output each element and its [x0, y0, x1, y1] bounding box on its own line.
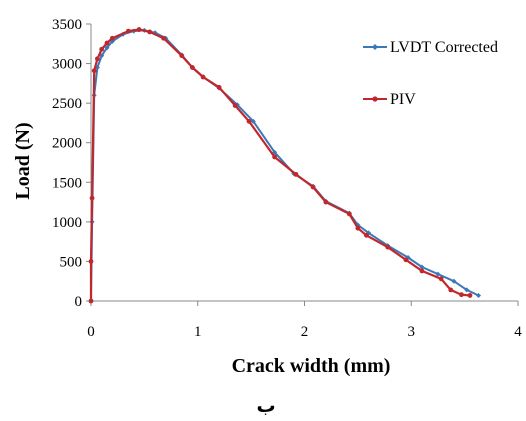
data-point-diamond	[419, 264, 425, 270]
chart-legend: LVDT Corrected PIV	[363, 39, 498, 108]
data-point-circle	[448, 287, 454, 293]
data-point-circle	[88, 298, 94, 304]
y-tick-label: 3500	[52, 17, 82, 33]
legend-label: LVDT Corrected	[390, 39, 498, 56]
y-tick-label: 3000	[52, 57, 82, 73]
legend-marker	[372, 96, 378, 102]
data-point-circle	[272, 154, 278, 160]
x-axis-ticks: 0 1 2 3 4	[87, 301, 522, 340]
data-point-circle	[419, 268, 425, 274]
y-axis-label: Load (N)	[12, 122, 34, 199]
figure-caption: ب	[256, 395, 275, 417]
x-tick-label: 3	[408, 324, 416, 340]
data-point-circle	[109, 35, 115, 41]
data-point-diamond	[451, 278, 457, 284]
x-tick-label: 0	[87, 324, 95, 340]
data-point-diamond	[435, 271, 441, 277]
data-point-circle	[147, 29, 153, 35]
data-point-circle	[136, 27, 142, 32]
data-point-circle	[216, 84, 222, 90]
data-point-circle	[459, 292, 464, 298]
data-point-circle	[346, 211, 352, 217]
data-point-circle	[125, 28, 131, 34]
data-point-diamond	[476, 292, 482, 298]
data-point-circle	[99, 46, 105, 52]
data-point-circle	[91, 68, 97, 74]
data-point-circle	[323, 199, 329, 205]
data-point-circle	[190, 65, 195, 70]
data-point-circle	[467, 293, 473, 298]
data-point-circle	[310, 184, 316, 190]
data-point-circle	[95, 56, 100, 62]
x-tick-label: 4	[514, 324, 522, 340]
data-point-circle	[104, 40, 110, 46]
legend-item: PIV	[363, 91, 416, 108]
y-tick-label: 2000	[52, 136, 82, 152]
data-point-diamond	[104, 45, 110, 51]
y-tick-label: 1000	[52, 215, 82, 231]
legend-label: PIV	[390, 91, 416, 108]
data-point-circle	[200, 74, 206, 80]
series-piv	[88, 27, 473, 304]
legend-marker	[372, 44, 378, 50]
data-point-circle	[293, 171, 299, 177]
y-axis-ticks: 0 500 1000 1500 2000 2500 3000 3500	[52, 17, 91, 310]
x-tick-label: 1	[194, 324, 202, 340]
data-point-circle	[364, 232, 369, 238]
data-point-circle	[355, 225, 361, 231]
data-point-circle	[403, 257, 409, 263]
data-point-circle	[385, 244, 391, 250]
y-tick-label: 0	[75, 294, 83, 310]
data-point-diamond	[250, 118, 256, 124]
y-tick-label: 2500	[52, 96, 82, 112]
data-point-diamond	[464, 287, 470, 293]
data-point-circle	[232, 103, 238, 108]
legend-item: LVDT Corrected	[363, 39, 498, 56]
x-axis-label: Crack width (mm)	[232, 355, 391, 377]
x-tick-label: 2	[301, 324, 309, 340]
data-point-circle	[438, 276, 444, 282]
y-tick-label: 500	[60, 254, 83, 270]
data-point-circle	[88, 259, 94, 264]
series-layer	[88, 27, 482, 304]
y-tick-label: 1500	[52, 175, 82, 191]
data-point-circle	[246, 118, 252, 124]
data-point-circle	[179, 53, 185, 59]
chart-axes	[90, 24, 518, 302]
data-point-circle	[161, 35, 166, 41]
data-point-circle	[89, 195, 95, 201]
